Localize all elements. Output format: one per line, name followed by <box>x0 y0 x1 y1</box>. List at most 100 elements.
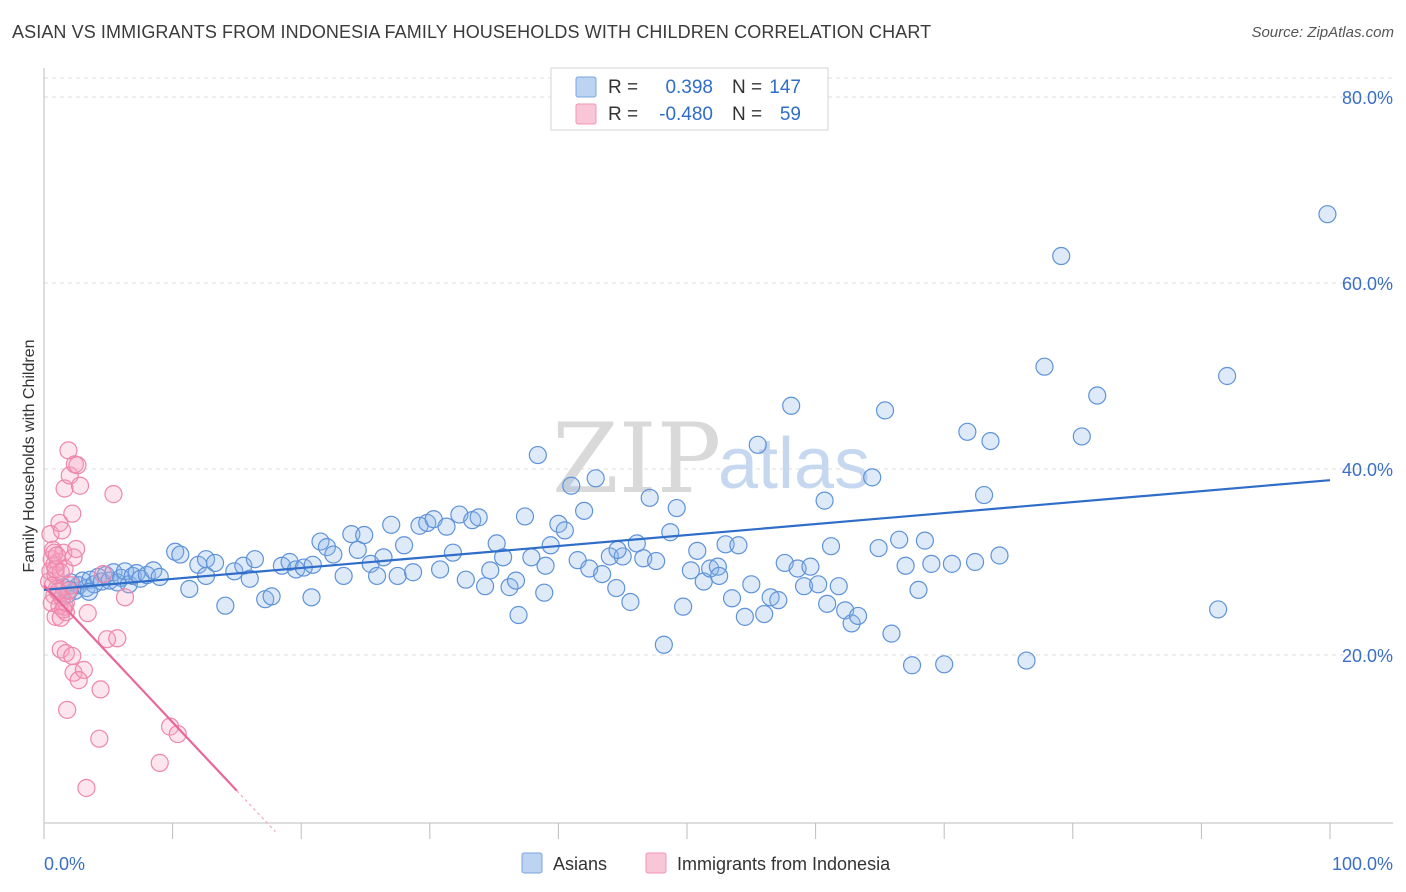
asian-point <box>722 589 742 608</box>
asian-point <box>869 538 888 558</box>
asian-point <box>769 591 788 610</box>
legend-n-label-asians: N = <box>732 77 762 98</box>
asian-point <box>144 561 163 580</box>
asian-point <box>681 561 700 580</box>
asian-point <box>755 604 774 624</box>
bottom-legend-swatch-indonesia <box>645 852 667 874</box>
asian-point <box>875 401 895 420</box>
indonesia-point <box>56 603 75 622</box>
asian-point <box>1052 246 1071 266</box>
legend-r-label-indonesia: R = <box>608 104 638 125</box>
legend-r-value-indonesia: -0.480 <box>659 104 713 125</box>
asian-point <box>506 571 526 590</box>
watermark-zip: ZIP <box>552 403 721 515</box>
indonesia-point <box>94 564 113 584</box>
indonesia-point <box>63 646 82 666</box>
asian-point <box>555 521 574 540</box>
indonesia-point <box>50 513 69 533</box>
asian-point <box>586 469 605 488</box>
asian-point <box>216 596 235 615</box>
indonesia-point <box>115 588 135 607</box>
trend-lines <box>43 479 1331 833</box>
asian-point <box>674 597 693 616</box>
chart-title: ASIAN VS IMMIGRANTS FROM INDONESIA FAMIL… <box>12 22 932 42</box>
indonesia-point <box>68 456 87 475</box>
series-asians <box>54 205 1337 675</box>
asian-point <box>430 560 450 579</box>
asian-point <box>403 563 423 582</box>
watermark: ZIP atlas <box>552 403 870 515</box>
asian-point <box>240 569 259 588</box>
indonesia-point <box>46 607 65 626</box>
legend-r-label-asians: R = <box>608 77 638 98</box>
asian-point <box>456 570 475 589</box>
asian-point <box>801 557 820 576</box>
asian-point <box>729 536 748 555</box>
y-tick-labels: 20.0% 40.0% 60.0% 80.0% <box>1342 88 1393 666</box>
asian-point <box>742 575 761 594</box>
bottom-legend-label-asians: Asians <box>553 854 607 874</box>
indonesia-point <box>52 521 72 540</box>
asian-point <box>575 501 594 520</box>
indonesia-point <box>63 504 82 523</box>
x-tick-label-min: 0.0% <box>44 854 85 874</box>
indonesia-point <box>74 660 93 679</box>
asian-point <box>509 605 528 625</box>
asian-point <box>896 556 915 575</box>
asian-point <box>549 514 568 533</box>
asian-point <box>922 554 941 573</box>
indonesia-point <box>49 582 68 601</box>
legend-swatch-asians <box>575 76 597 98</box>
asian-point <box>748 435 767 454</box>
asian-point <box>180 579 199 599</box>
asian-point <box>794 577 814 596</box>
y-axis-label: Family Households with Children <box>21 340 38 573</box>
asian-point <box>848 606 868 626</box>
asian-point <box>829 577 848 596</box>
x-tick-label-max: 100.0% <box>1332 854 1393 874</box>
asian-point <box>303 555 322 574</box>
bottom-legend: Asians Immigrants from Indonesia <box>521 852 891 874</box>
indonesia-point <box>69 671 88 690</box>
indonesia-point <box>47 546 66 565</box>
source-credit: Source: ZipAtlas.com <box>1251 24 1394 41</box>
asian-point <box>528 445 547 465</box>
trend-line-indonesia <box>43 584 238 792</box>
asian-point <box>735 607 754 626</box>
indonesia-point <box>150 753 169 772</box>
asian-point <box>815 491 834 510</box>
asian-point <box>708 557 727 576</box>
indonesia-point <box>77 778 96 798</box>
asian-point <box>809 575 828 594</box>
asian-point <box>562 476 581 495</box>
asian-point <box>481 561 500 580</box>
indonesia-point <box>104 485 123 504</box>
asian-point <box>388 566 407 586</box>
indonesia-point <box>78 604 97 623</box>
asian-point <box>1218 366 1237 386</box>
asian-point <box>890 530 909 549</box>
asian-point <box>535 583 554 602</box>
asian-point <box>1088 386 1107 405</box>
trend-line-indonesia-extension <box>236 790 276 833</box>
asian-point <box>863 468 882 487</box>
asian-point <box>475 577 495 596</box>
indonesia-point <box>51 608 70 627</box>
y-tick-label: 20.0% <box>1342 646 1393 666</box>
asian-point <box>902 656 922 675</box>
legend-n-label-indonesia: N = <box>732 104 762 125</box>
asian-point <box>394 536 414 555</box>
asian-point <box>262 587 281 606</box>
asian-point <box>1072 427 1091 446</box>
asian-point <box>302 588 321 607</box>
asian-point <box>205 553 225 573</box>
asian-point <box>640 488 659 507</box>
asian-point <box>716 535 735 554</box>
asian-point <box>1209 600 1228 619</box>
asian-point <box>882 624 901 643</box>
asian-point <box>443 543 463 562</box>
indonesia-point <box>46 560 65 579</box>
asian-point <box>710 566 729 586</box>
asian-point <box>536 556 555 575</box>
